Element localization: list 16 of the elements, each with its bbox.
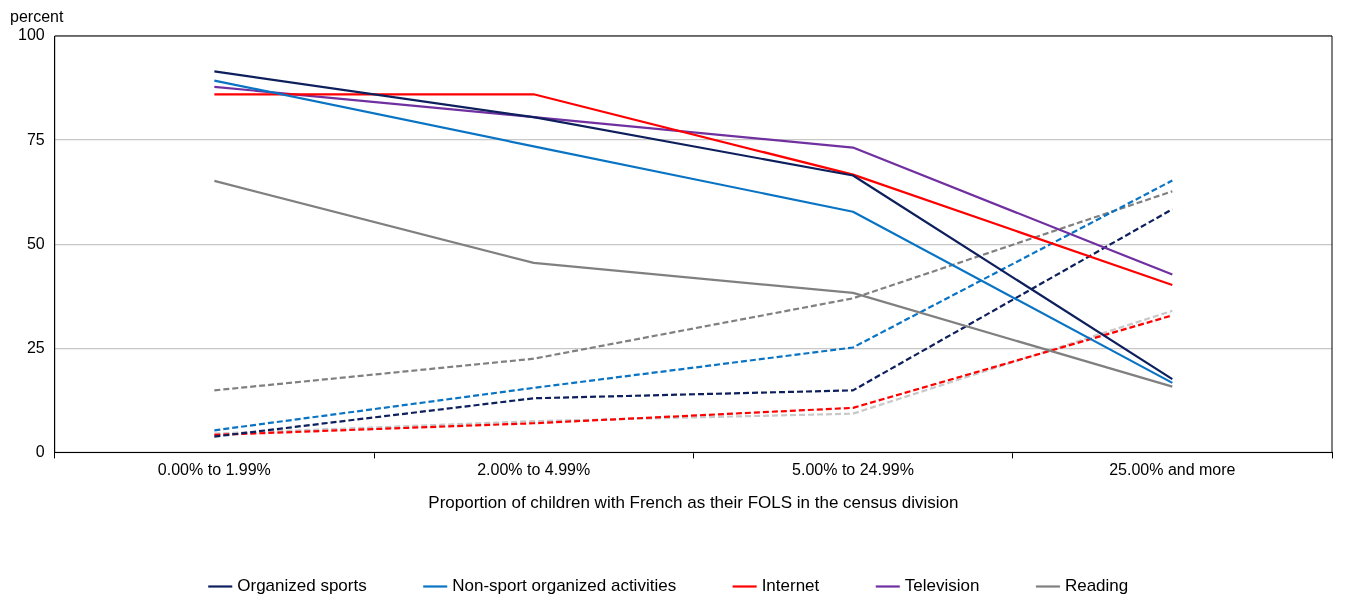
x-tick-label: 2.00% to 4.99% [477,461,591,479]
y-tick-label: 75 [26,130,45,148]
legend-label: Non-sport organized activities [452,576,677,596]
y-axis-title: percent [10,8,64,26]
y-tick-label: 100 [17,26,45,44]
legend-label: Television [904,576,980,596]
y-tick-label: 25 [26,338,45,356]
legend-label: Organized sports [237,576,367,596]
y-tick-label: 0 [35,442,45,460]
x-axis-title: Proportion of children with French as their FOLS in the census division [428,493,959,513]
x-tick-label: 0.00% to 1.99% [157,461,271,479]
legend-label: Reading [1064,576,1129,596]
x-tick-label: 25.00% and more [1109,461,1236,479]
x-tick-label: 5.00% to 24.99% [792,461,914,479]
y-tick-label: 50 [26,234,45,252]
legend-label: Internet [761,576,820,596]
